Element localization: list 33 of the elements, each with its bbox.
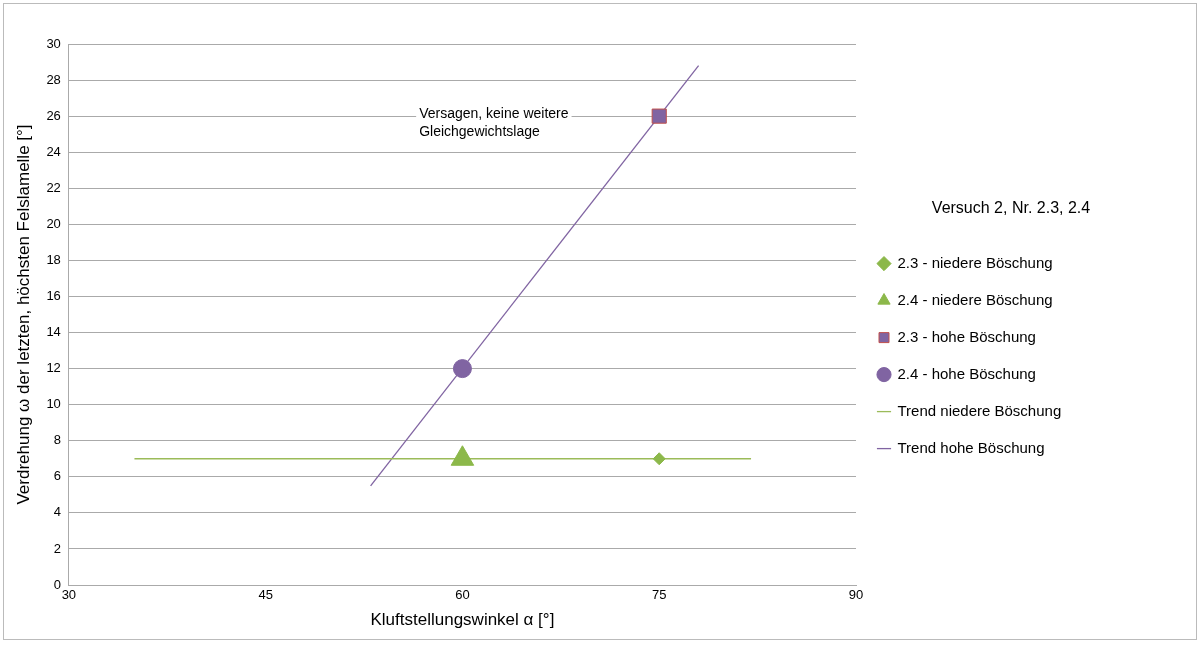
- x-axis-title: Kluftstellungswinkel α [°]: [370, 610, 555, 630]
- y-tick-label: 2: [53, 540, 61, 556]
- y-tick-label: 14: [46, 324, 61, 340]
- x-tick-label: 45: [258, 587, 273, 603]
- legend-label: Trend hohe Böschung: [897, 438, 1045, 456]
- y-tick-label: 8: [53, 432, 61, 448]
- y-tick-label: 12: [46, 360, 61, 376]
- annotation: Versagen, keine weitere Gleichgewichtslage: [419, 105, 569, 140]
- y-tick-label: 6: [53, 468, 61, 484]
- y-tick-label: 24: [46, 143, 61, 159]
- y-tick-label: 18: [46, 251, 61, 267]
- legend-label: 2.3 - niedere Böschung: [897, 253, 1053, 271]
- x-tick-label: 75: [651, 587, 667, 603]
- legend-label: Trend niedere Böschung: [897, 401, 1062, 419]
- point: [452, 359, 472, 379]
- y-tick-label: 10: [46, 396, 61, 412]
- y-tick-label: 30: [46, 35, 61, 51]
- y-tick-label: 26: [46, 107, 61, 123]
- legend-label: 2.4 - hohe Böschung: [897, 364, 1036, 382]
- y-tick-label: 16: [46, 288, 61, 304]
- x-tick-label: 60: [455, 587, 470, 603]
- legend-label: 2.4 - niedere Böschung: [897, 290, 1053, 308]
- y-tick-label: 22: [46, 179, 61, 195]
- y-tick-label: 0: [53, 576, 61, 592]
- point: [651, 108, 667, 124]
- y-tick-label: 20: [46, 215, 61, 231]
- legend-label: 2.3 - hohe Böschung: [897, 327, 1036, 345]
- y-axis-title: Verdrehung ω der letzten, höchsten Felslamelle [°]: [13, 124, 33, 505]
- y-tick-label: 28: [46, 71, 61, 87]
- point: [652, 452, 666, 466]
- legend-title: Versuch 2, Nr. 2.3, 2.4: [931, 199, 1091, 217]
- y-tick-label: 4: [53, 504, 61, 520]
- x-tick-label: 90: [848, 587, 864, 603]
